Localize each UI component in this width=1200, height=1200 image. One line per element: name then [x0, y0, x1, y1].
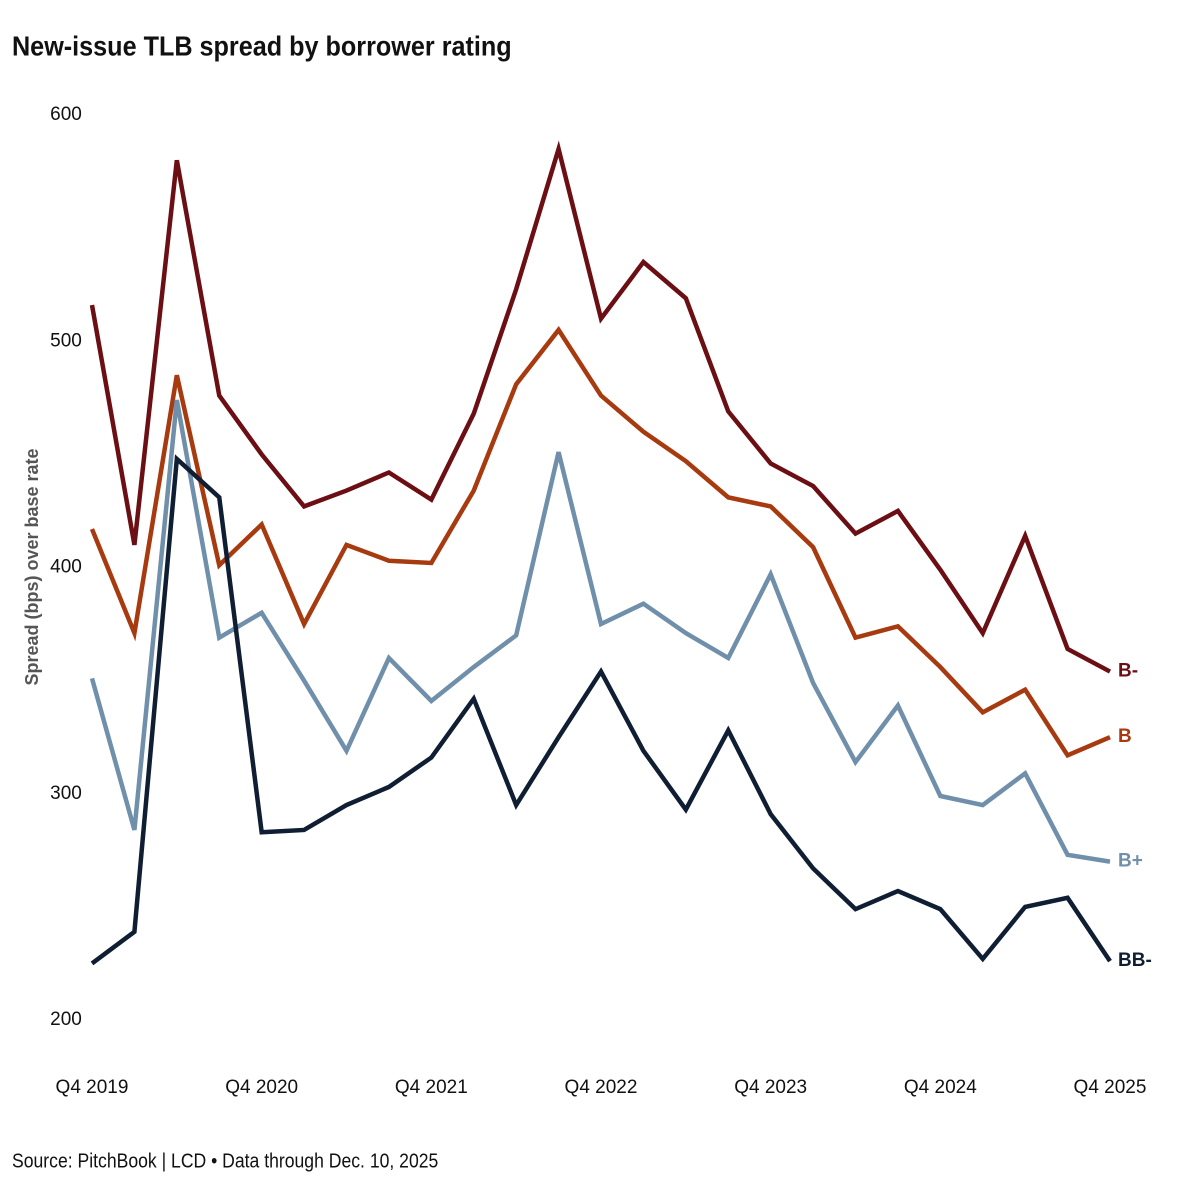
x-tick-label: Q4 2024 [904, 1077, 977, 1098]
y-axis-label: Spread (bps) over base rate [22, 448, 42, 685]
series-label: B- [1118, 661, 1138, 682]
series-label: B [1118, 726, 1132, 747]
x-tick-label: Q4 2023 [734, 1077, 807, 1098]
y-tick-label: 500 [50, 330, 82, 351]
y-tick-label: 200 [50, 1009, 82, 1030]
x-tick-label: Q4 2022 [565, 1077, 638, 1098]
series-line [90, 454, 1112, 966]
y-tick-label: 300 [50, 783, 82, 804]
series-label: B+ [1118, 851, 1143, 872]
x-tick-label: Q4 2020 [225, 1077, 298, 1098]
series-line [89, 326, 1111, 759]
x-tick-label: Q4 2021 [395, 1077, 468, 1098]
chart-title: New-issue TLB spread by borrower rating [12, 30, 512, 62]
y-tick-label: 400 [50, 557, 82, 578]
series-line [89, 399, 1111, 864]
x-tick-label: Q4 2025 [1074, 1077, 1147, 1098]
x-tick-label: Q4 2019 [56, 1077, 129, 1098]
series-label: BB- [1118, 950, 1152, 971]
source: Source: PitchBook | LCD • Data through D… [12, 1149, 438, 1171]
series-line [89, 140, 1112, 674]
y-tick-label: 600 [50, 104, 82, 125]
